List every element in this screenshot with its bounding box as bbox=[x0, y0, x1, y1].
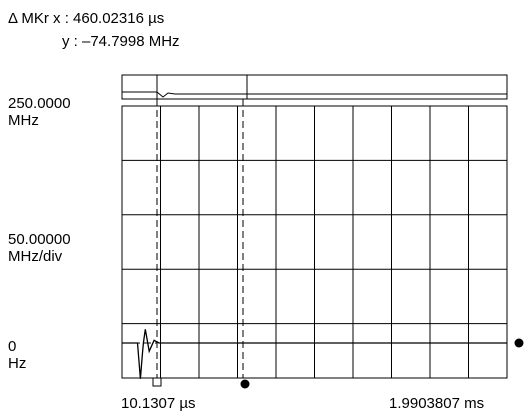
x-start-label: 10.1307 µs bbox=[121, 395, 196, 412]
delta-marker-y-readout: y : –74.7998 MHz bbox=[62, 33, 180, 50]
y-zero-unit-label: Hz bbox=[8, 355, 27, 372]
y-scale-value-label: 50.00000 bbox=[8, 231, 71, 248]
delta-marker-x-readout: Δ MKr x : 460.02316 µs bbox=[8, 10, 165, 27]
y-zero-value-label: 0 bbox=[8, 338, 17, 355]
y-scale-unit-label: MHz/div bbox=[8, 248, 63, 265]
x-end-label: 1.9903807 ms bbox=[389, 395, 485, 412]
right-edge-marker-dot bbox=[514, 338, 524, 348]
y-top-value-label: 250.0000 bbox=[8, 95, 71, 112]
plot-grid bbox=[121, 105, 508, 379]
reference-marker-square bbox=[152, 377, 162, 387]
y-top-unit-label: MHz bbox=[8, 112, 39, 129]
frequency-trace bbox=[122, 329, 507, 379]
overview-strip-frame bbox=[121, 74, 508, 100]
overview-strip-trace bbox=[122, 91, 507, 98]
delta-marker-dot bbox=[240, 379, 250, 389]
overview-strip bbox=[121, 74, 508, 100]
